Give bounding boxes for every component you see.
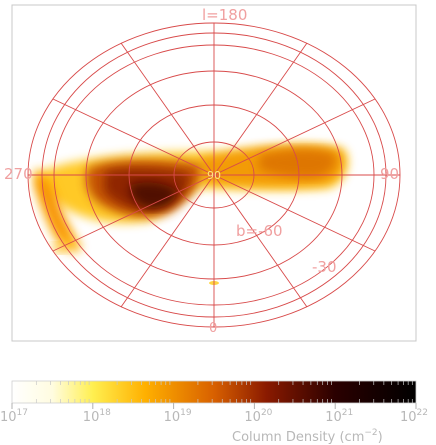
plot-frame (11, 4, 417, 342)
colorbar-tick-label: 1022 (400, 408, 428, 425)
colorbar-tick-label: 1019 (164, 408, 192, 425)
meridian-150 (120, 42, 308, 308)
center-marker: 90 (207, 169, 221, 182)
colorbar-title: Column Density (cm−2) (232, 428, 383, 445)
label-b30: -30 (312, 258, 337, 276)
label-l180: l=180 (202, 6, 247, 24)
coordinate-grid (27, 22, 401, 328)
colorbar-tick-label: 1018 (83, 408, 111, 425)
label-l270: 270 (4, 165, 33, 183)
colorbar-tick-label: 1021 (325, 408, 353, 425)
density-emission (34, 144, 348, 285)
label-l90: 90 (380, 165, 399, 183)
label-l0: 0 (209, 321, 217, 336)
colorbar: 1017 1018 1019 1020 1021 1022 Column Density … (0, 380, 428, 445)
colorbar-gradient (11, 380, 417, 404)
colorbar-tick-label: 1017 (0, 408, 28, 425)
colorbar-tick-label: 1020 (244, 408, 272, 425)
label-b60: b=-60 (236, 222, 283, 240)
